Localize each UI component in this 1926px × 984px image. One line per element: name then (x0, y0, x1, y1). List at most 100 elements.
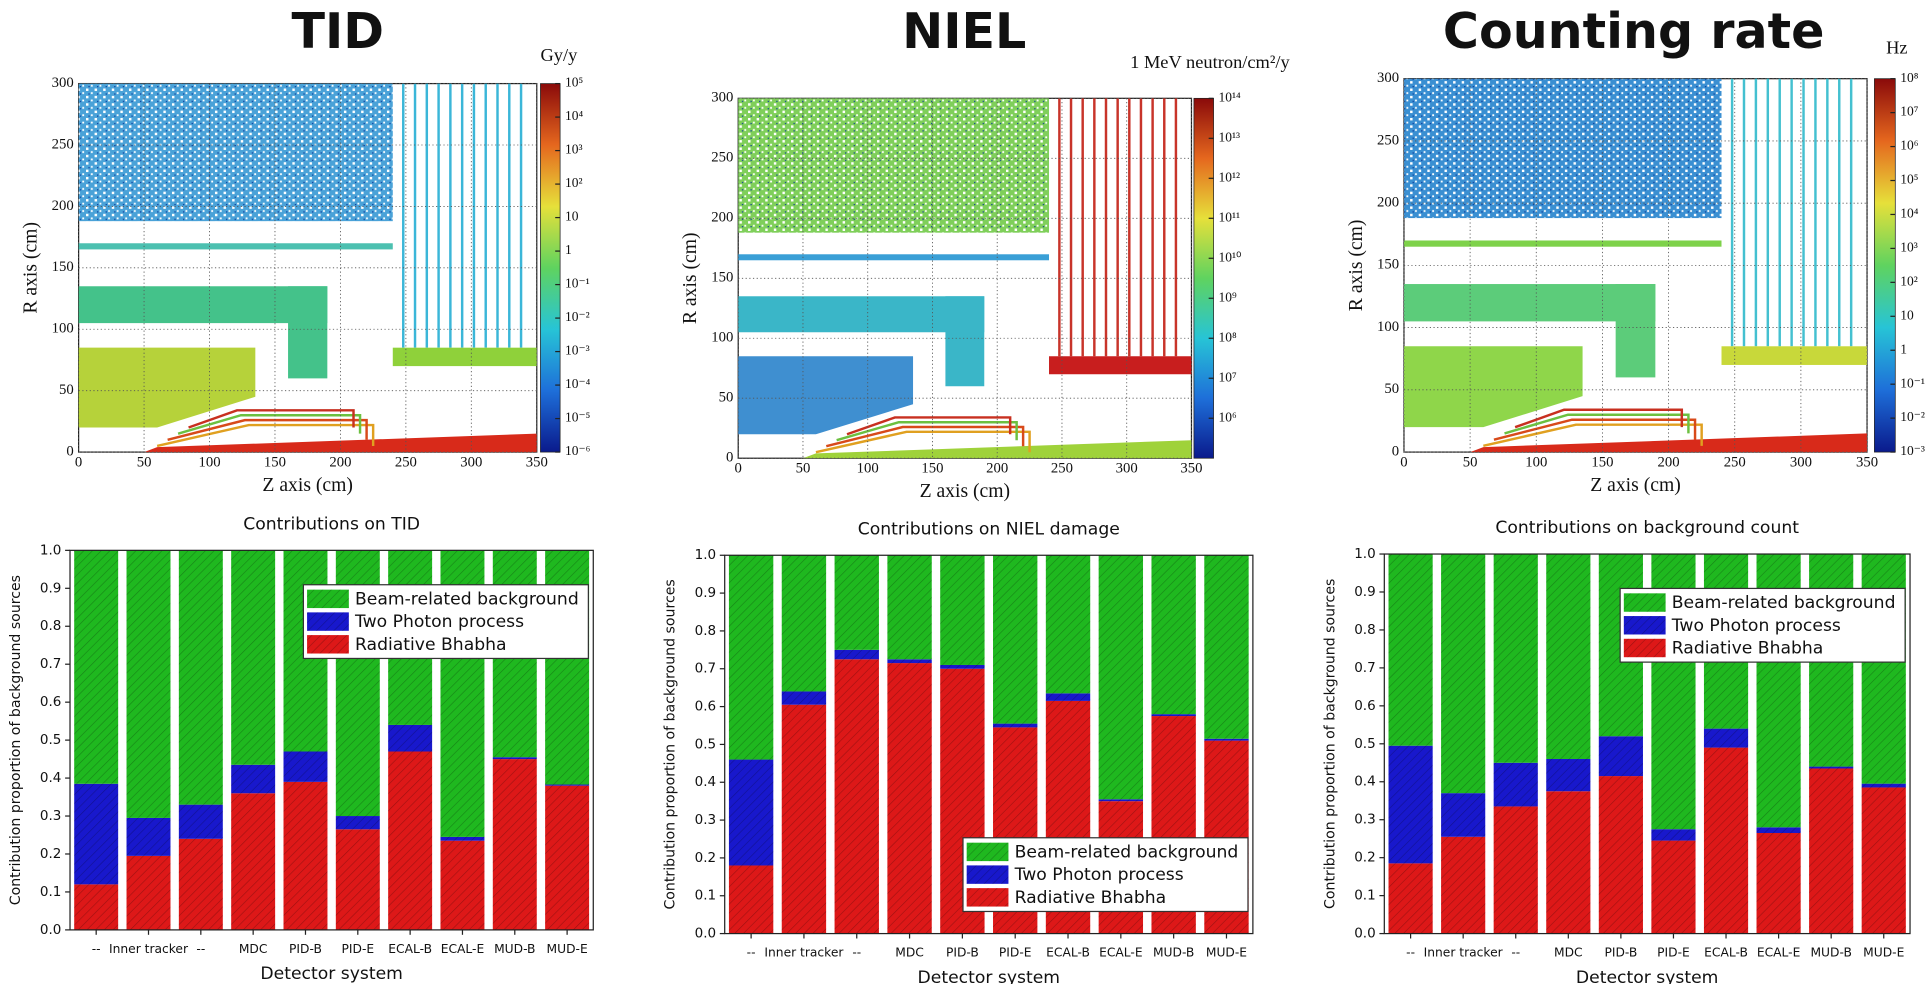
colorbar (1874, 78, 1896, 453)
colorbar-tick-label: 10⁻⁵ (565, 410, 591, 425)
legend-label: Beam-related background (1672, 593, 1896, 613)
x-tick-label: 250 (1051, 461, 1073, 477)
bar-hatch (1546, 791, 1591, 934)
bar-hatch (887, 555, 932, 660)
legend-swatch-hatch (966, 865, 1009, 884)
bar-hatch (1098, 799, 1144, 802)
bar-hatch (388, 724, 433, 752)
x-tick-label: 100 (1525, 455, 1547, 471)
chart-title: TID (291, 2, 384, 60)
bar-hatch (887, 663, 932, 934)
legend-label: Beam-related background (355, 589, 579, 609)
legend-label: Radiative Bhabha (1015, 888, 1167, 908)
x-tick-label: 350 (1180, 461, 1202, 477)
y-tick-label: 100 (52, 321, 74, 337)
y-tick-label: 200 (52, 198, 74, 214)
y-tick-label: 0.0 (1354, 926, 1375, 942)
bar-hatch (1493, 762, 1538, 807)
colorbar-tick-label: 10⁶ (1900, 138, 1919, 153)
y-tick-label: 0.5 (695, 736, 716, 752)
bar-hatch (940, 555, 985, 665)
y-tick-label: 250 (1377, 132, 1399, 148)
bar-hatch (1388, 863, 1433, 934)
x-tick-label: 300 (1116, 461, 1138, 477)
bar-hatch (178, 550, 223, 805)
y-tick-label: 0.3 (1354, 812, 1375, 828)
x-tick-label: 0 (75, 455, 82, 471)
legend-label: Two Photon process (1671, 616, 1841, 636)
colorbar-tick-label: 10¹² (1218, 169, 1240, 184)
y-tick-label: 0.6 (695, 699, 716, 715)
bar-hatch (728, 555, 774, 760)
region (1403, 346, 1583, 428)
bar-hatch (126, 855, 171, 930)
y-tick-label: 1.0 (40, 542, 61, 558)
region (156, 423, 375, 448)
colorbar-tick-label: 10⁸ (1900, 70, 1919, 85)
x-tick-label: PID-E (1657, 946, 1690, 960)
bar-hatch (1861, 787, 1906, 934)
colorbar-label: Hz (1886, 37, 1907, 57)
x-axis-label: Z axis (cm) (920, 480, 1011, 502)
legend-label: Radiative Bhabha (355, 635, 507, 655)
colorbar-tick-label: 10⁵ (1900, 172, 1919, 187)
x-tick-label: Inner tracker (109, 942, 189, 956)
region (167, 418, 368, 441)
x-axis-label: Z axis (cm) (262, 474, 353, 496)
colorbar-label: Gy/y (540, 45, 578, 65)
bar-hatch (1703, 728, 1749, 748)
region (836, 421, 1018, 442)
x-tick-label: Inner tracker (1424, 946, 1504, 960)
x-tick-label: 50 (137, 455, 152, 471)
bar-hatch (1493, 554, 1538, 763)
legend-swatch-hatch (966, 842, 1009, 862)
y-tick-label: 0.4 (1354, 774, 1375, 790)
y-tick-label: 0.0 (695, 926, 716, 942)
bar-hatch (834, 555, 879, 650)
colorbar-tick-label: 10⁸ (1218, 329, 1237, 344)
x-tick-label: -- (852, 946, 861, 960)
colorbar-tick-label: 10⁻³ (565, 343, 590, 358)
x-tick-label: 200 (1658, 455, 1680, 471)
x-tick-label: 50 (1463, 455, 1478, 471)
legend-swatch-hatch (1623, 638, 1666, 658)
region (738, 296, 985, 333)
region (1514, 408, 1684, 429)
chart-title: Contributions on background count (1495, 518, 1799, 538)
bar-hatch (74, 884, 119, 930)
x-tick-label: 0 (1400, 455, 1407, 471)
y-tick-label: 0.3 (40, 808, 61, 824)
bar-hatch (1809, 768, 1854, 934)
x-tick-label: MDC (239, 942, 268, 956)
x-tick-label: 150 (1591, 455, 1613, 471)
y-axis-label: Contribution proportion of background so… (8, 575, 24, 905)
y-tick-label: 0.9 (695, 585, 716, 601)
bar-hatch (178, 838, 223, 930)
region (815, 430, 1031, 454)
bar-hatch (1045, 693, 1091, 701)
x-tick-label: MDC (1554, 946, 1583, 960)
bar-hatch (1045, 555, 1091, 694)
colorbar-tick-label: 10⁷ (1218, 369, 1237, 384)
x-tick-label: Inner tracker (764, 946, 844, 960)
x-tick-label: -- (196, 942, 205, 956)
region (825, 425, 1025, 448)
y-axis-label: Contribution proportion of background so… (1322, 579, 1338, 909)
region (1504, 413, 1690, 435)
bar-hatch (1441, 836, 1486, 934)
y-tick-label: 150 (1377, 257, 1399, 273)
y-tick-label: 0.6 (1354, 698, 1375, 714)
bar-hatch (993, 723, 1038, 728)
y-axis-label: R axis (cm) (679, 232, 701, 324)
y-tick-label: 0.4 (695, 774, 716, 790)
colorbar-tick-label: 10⁻³ (1900, 443, 1925, 458)
region (288, 286, 328, 379)
y-tick-label: 0.4 (40, 770, 61, 786)
bar-hatch (781, 704, 827, 934)
x-tick-label: MUD-E (547, 942, 588, 956)
bar-hatch (1388, 554, 1433, 746)
x-tick-label: 0 (735, 461, 742, 477)
bar-hatch (440, 836, 485, 841)
bar-hatch (887, 659, 932, 664)
x-tick-label: ECAL-E (441, 942, 485, 956)
